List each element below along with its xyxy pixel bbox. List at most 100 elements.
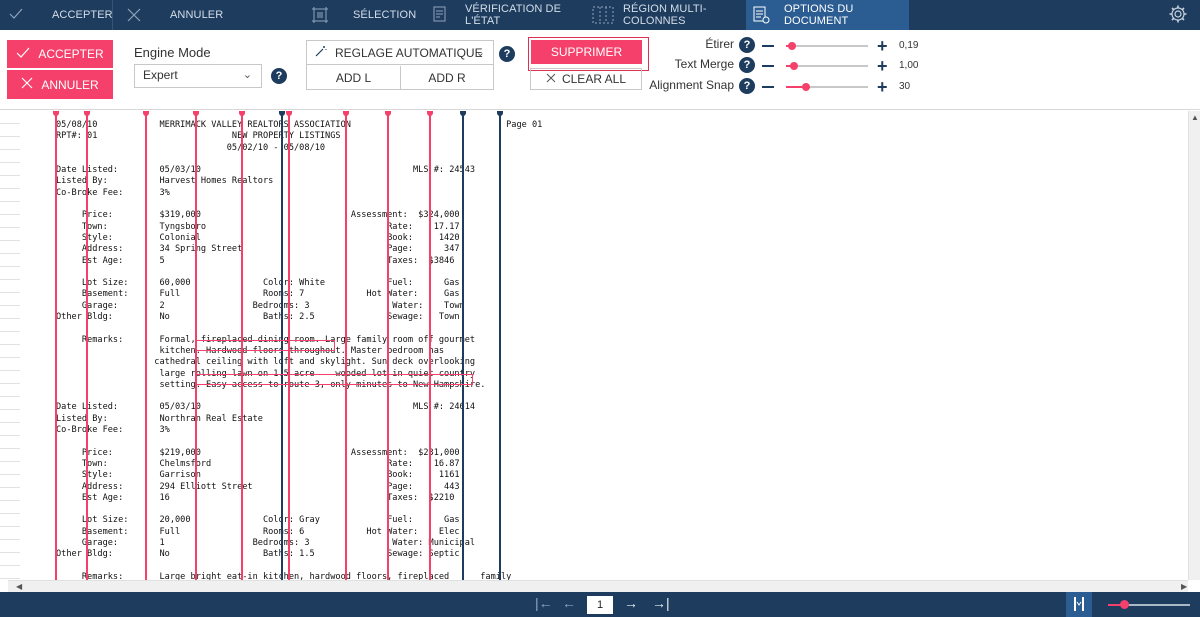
minus-icon[interactable] bbox=[762, 65, 774, 67]
column-marker-handle[interactable] bbox=[279, 111, 285, 116]
plus-icon[interactable]: + bbox=[877, 36, 888, 56]
page-number-input[interactable]: 1 bbox=[587, 596, 613, 614]
column-marker[interactable] bbox=[239, 111, 245, 580]
gutter-row bbox=[0, 319, 20, 332]
engine-mode-help-icon[interactable]: ? bbox=[271, 68, 287, 84]
column-marker[interactable] bbox=[460, 111, 466, 580]
minus-icon[interactable] bbox=[762, 45, 774, 47]
line-gutter bbox=[0, 111, 20, 580]
slider-thumb[interactable] bbox=[790, 62, 798, 70]
column-marker-handle[interactable] bbox=[385, 111, 391, 116]
zoom-slider-thumb[interactable] bbox=[1120, 600, 1129, 609]
scroll-left-icon[interactable]: ◀ bbox=[16, 582, 23, 591]
help-icon[interactable]: ? bbox=[739, 37, 755, 53]
cancel-button[interactable]: ANNULER bbox=[7, 70, 113, 99]
plus-icon[interactable]: + bbox=[877, 77, 888, 97]
engine-mode-select[interactable]: Expert ⌄ bbox=[134, 64, 262, 88]
gutter-row bbox=[0, 462, 20, 475]
document-options-tab[interactable]: OPTIONS DU DOCUMENT bbox=[746, 0, 909, 30]
vertical-scrollbar[interactable]: ▲ bbox=[1188, 111, 1200, 580]
slider-value: 1,00 bbox=[899, 60, 919, 71]
help-icon[interactable]: ? bbox=[739, 78, 755, 94]
gutter-row bbox=[0, 397, 20, 410]
column-marker[interactable] bbox=[193, 111, 199, 580]
status-check-label: VÉRIFICATION DE L'ÉTAT bbox=[465, 3, 562, 27]
column-marker[interactable] bbox=[343, 111, 349, 580]
document-viewer[interactable]: 05/08/10 MERRIMACK VALLEY REALTORS ASSOC… bbox=[0, 111, 1188, 580]
column-marker-handle[interactable] bbox=[53, 111, 59, 116]
column-marker-handle[interactable] bbox=[460, 111, 466, 116]
gutter-row bbox=[0, 241, 20, 254]
zoom-slider-fill bbox=[1108, 604, 1122, 606]
cancel-toolbar-button[interactable]: ANNULER bbox=[113, 0, 231, 30]
horizontal-scrollbar[interactable]: ◀ ▶ bbox=[8, 580, 1188, 592]
gutter-row bbox=[0, 514, 20, 527]
minus-icon[interactable] bbox=[762, 86, 774, 88]
document-text: 05/08/10 MERRIMACK VALLEY REALTORS ASSOC… bbox=[56, 120, 543, 580]
gutter-row bbox=[0, 501, 20, 514]
selection-button[interactable]: SÉLECTION bbox=[305, 0, 417, 30]
column-marker[interactable] bbox=[53, 111, 59, 580]
status-check-button[interactable]: VÉRIFICATION DE L'ÉTAT bbox=[425, 0, 585, 30]
column-marker-handle[interactable] bbox=[84, 111, 90, 116]
fit-page-icon bbox=[1073, 596, 1085, 617]
scroll-right-icon[interactable]: ▶ bbox=[1181, 582, 1188, 591]
magic-wand-icon bbox=[315, 45, 327, 60]
column-marker[interactable] bbox=[279, 111, 285, 580]
column-marker-handle[interactable] bbox=[427, 111, 433, 116]
slider-value: 0,19 bbox=[899, 40, 919, 51]
column-marker-handle[interactable] bbox=[239, 111, 245, 116]
column-marker[interactable] bbox=[427, 111, 433, 580]
settings-gear-icon[interactable] bbox=[1168, 4, 1188, 27]
multi-column-button[interactable]: RÉGION MULTI-COLONNES bbox=[590, 0, 742, 30]
fit-page-button[interactable] bbox=[1066, 592, 1092, 617]
clear-all-button[interactable]: CLEAR ALL bbox=[530, 68, 642, 90]
gutter-row bbox=[0, 332, 20, 345]
column-marker[interactable] bbox=[497, 111, 503, 580]
selection-icon bbox=[311, 6, 329, 27]
gutter-row bbox=[0, 137, 20, 150]
last-page-icon[interactable]: →| bbox=[652, 595, 670, 611]
column-marker[interactable] bbox=[84, 111, 90, 580]
check-icon bbox=[8, 6, 24, 25]
auto-adjust-dropdown[interactable]: REGLAGE AUTOMATIQUE ⌄ bbox=[307, 41, 493, 65]
delete-button-label: SUPPRIMER bbox=[550, 45, 623, 59]
column-marker[interactable] bbox=[286, 111, 292, 580]
scroll-up-icon[interactable]: ▲ bbox=[1191, 113, 1199, 122]
gutter-row bbox=[0, 371, 20, 384]
accept-button[interactable]: ACCEPTER bbox=[7, 40, 113, 68]
column-marker-handle[interactable] bbox=[343, 111, 349, 116]
delete-button[interactable]: SUPPRIMER bbox=[531, 40, 642, 64]
slider-label: Text Merge bbox=[674, 57, 734, 71]
slider-thumb[interactable] bbox=[788, 42, 796, 50]
column-marker-handle[interactable] bbox=[286, 111, 292, 116]
plus-icon[interactable]: + bbox=[877, 56, 888, 76]
column-marker-handle[interactable] bbox=[497, 111, 503, 116]
previous-page-icon[interactable]: ← bbox=[562, 595, 576, 611]
help-icon[interactable]: ? bbox=[739, 57, 755, 73]
add-right-button[interactable]: ADD R bbox=[428, 71, 466, 85]
column-marker-handle[interactable] bbox=[193, 111, 199, 116]
accept-toolbar-button[interactable]: ACCEPTER bbox=[0, 0, 113, 30]
gutter-row bbox=[0, 423, 20, 436]
gutter-row bbox=[0, 189, 20, 202]
column-marker[interactable] bbox=[143, 111, 149, 580]
auto-adjust-help-icon[interactable]: ? bbox=[499, 46, 515, 62]
gutter-row bbox=[0, 553, 20, 566]
gutter-row bbox=[0, 280, 20, 293]
column-marker-handle[interactable] bbox=[143, 111, 149, 116]
next-page-icon[interactable]: → bbox=[624, 595, 638, 611]
gutter-row bbox=[0, 202, 20, 215]
text-highlight bbox=[195, 374, 473, 385]
zoom-slider-track[interactable] bbox=[1108, 604, 1190, 606]
first-page-icon[interactable]: |← bbox=[535, 595, 553, 611]
add-left-button[interactable]: ADD L bbox=[307, 66, 401, 90]
slider-thumb[interactable] bbox=[802, 83, 810, 91]
column-marker[interactable] bbox=[385, 111, 391, 580]
slider-track[interactable] bbox=[786, 42, 868, 50]
gutter-row bbox=[0, 163, 20, 176]
cancel-toolbar-label: ANNULER bbox=[170, 9, 224, 21]
document-options-label: OPTIONS DU DOCUMENT bbox=[784, 3, 854, 27]
slider-track[interactable] bbox=[786, 83, 868, 91]
slider-track[interactable] bbox=[786, 62, 868, 70]
